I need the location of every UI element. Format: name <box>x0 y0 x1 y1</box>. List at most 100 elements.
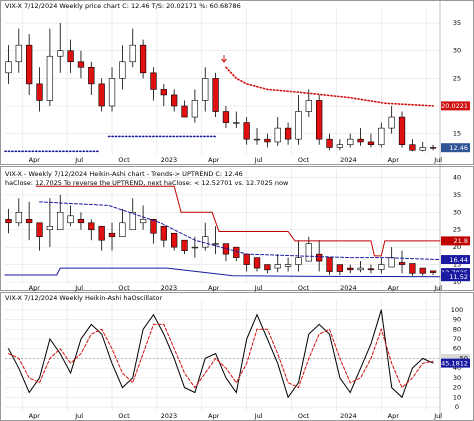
x-tick-label: Oct <box>298 284 310 292</box>
candle-body <box>264 138 271 143</box>
x-tick-label: Jul <box>254 156 263 164</box>
value-box <box>441 101 470 111</box>
candle-body <box>108 232 116 238</box>
candle-body <box>284 264 292 267</box>
candle-body <box>253 138 261 141</box>
value-box <box>441 272 470 282</box>
candle-body <box>5 61 12 74</box>
candle-body <box>139 44 147 74</box>
candle-body <box>357 267 364 271</box>
candle-body <box>108 78 116 107</box>
y-tick-label: 35 <box>453 19 461 27</box>
y-tick-label: 30 <box>453 208 461 216</box>
x-tick-label: Apr <box>208 412 220 420</box>
candle-body <box>67 215 74 224</box>
candle-body <box>212 78 219 112</box>
candle-body <box>36 222 43 238</box>
candle-body <box>181 239 188 251</box>
x-tick-label: Jul <box>74 412 83 420</box>
x-tick-label: Apr <box>29 156 41 164</box>
candle-body <box>284 127 292 140</box>
x-tick-label: Apr <box>388 284 400 292</box>
value-box-label: 11.52 <box>449 273 468 281</box>
candle-body <box>57 50 64 57</box>
candle-body <box>316 100 323 140</box>
candle-body <box>150 72 157 90</box>
candle-body <box>264 264 271 271</box>
candle-body <box>409 144 416 151</box>
candle-body <box>316 253 323 262</box>
y-tick-label: 60 <box>453 345 461 353</box>
value-box-label: 21.8 <box>454 237 468 245</box>
candle-body <box>274 264 281 269</box>
x-tick-label: 2023 <box>161 156 178 164</box>
candle-body <box>98 225 105 241</box>
value-box <box>441 255 470 265</box>
value-box-label: 16.44 <box>449 256 468 264</box>
candle-body <box>357 138 364 143</box>
x-tick-label: Jul <box>433 412 442 420</box>
candle-body <box>129 212 136 231</box>
y-tick-label: 25 <box>453 74 461 82</box>
x-tick-label: Apr <box>208 284 220 292</box>
candle-body <box>46 55 54 101</box>
candle-body <box>5 218 12 224</box>
x-tick-label: 2023 <box>161 412 178 420</box>
y-tick-label: 10 <box>453 393 461 401</box>
candle-body <box>77 61 85 68</box>
value-box-label: 12.46 <box>449 144 468 152</box>
candle-body <box>160 89 167 96</box>
candle-body <box>367 268 375 271</box>
candle-body <box>36 83 43 101</box>
candle-body <box>305 100 312 112</box>
candle-body <box>398 116 406 146</box>
indicator-line <box>39 201 441 261</box>
x-tick-label: 2023 <box>161 284 178 292</box>
candle-body <box>378 264 385 270</box>
candle-body <box>367 141 375 146</box>
candle-body <box>253 257 261 269</box>
value-box-label: 20.0221 <box>441 102 468 110</box>
candle-body <box>191 100 199 118</box>
panel-title: VIX-X 7/12/2024 Weekly price chart C: 12… <box>5 2 241 10</box>
candle-body <box>326 257 333 272</box>
candle-body <box>388 257 395 268</box>
candle-body <box>378 127 385 146</box>
candle-body <box>171 94 178 107</box>
candle-body <box>398 262 406 265</box>
x-tick-label: Apr <box>29 284 41 292</box>
value-box <box>441 143 470 153</box>
indicator-line <box>4 267 441 278</box>
oscillator-line <box>8 323 434 389</box>
y-tick-label: 15 <box>453 261 461 269</box>
candle-body <box>243 253 250 265</box>
candle-body <box>274 127 281 143</box>
x-tick-label: Oct <box>118 284 130 292</box>
candle-body <box>15 44 22 63</box>
x-tick-label: 2024 <box>340 412 357 420</box>
candle-body <box>336 144 344 148</box>
candle-body <box>139 218 147 224</box>
x-tick-label: Apr <box>29 412 41 420</box>
candle-body <box>46 225 54 231</box>
x-tick-label: Jul <box>433 156 442 164</box>
x-tick-label: Apr <box>208 156 220 164</box>
candle-body <box>26 218 33 224</box>
candle-body <box>160 225 167 241</box>
oscillator-line <box>8 309 434 399</box>
x-tick-label: Apr <box>388 156 400 164</box>
candle-body <box>202 78 209 101</box>
candle-body <box>305 243 312 262</box>
candle-body <box>212 243 219 245</box>
candle-body <box>429 270 437 273</box>
candle-body <box>77 218 85 224</box>
candle-body <box>119 61 126 79</box>
x-tick-label: 2024 <box>340 156 357 164</box>
y-tick-label: 40 <box>453 364 461 372</box>
indicator-line <box>225 66 434 107</box>
candle-body <box>347 138 354 146</box>
y-tick-label: 30 <box>453 374 461 382</box>
x-tick-label: 2024 <box>340 284 357 292</box>
candle-body <box>233 246 240 258</box>
